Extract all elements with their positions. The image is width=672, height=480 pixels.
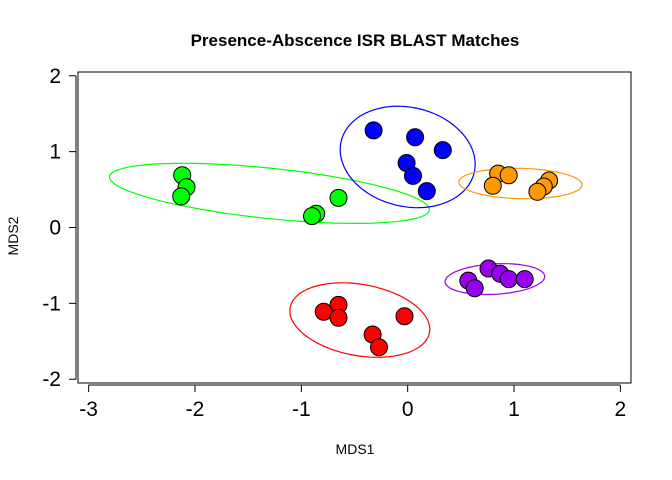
- data-point-group2-1: [364, 121, 383, 140]
- x-axis: -3 -2 -1 0 1 2: [79, 384, 627, 421]
- x-tick-label: -1: [292, 398, 311, 421]
- y-axis: -2 -1 0 1 2: [42, 65, 77, 391]
- x-tick-label: 0: [402, 398, 414, 421]
- group-ellipse-1: [108, 162, 430, 224]
- y-tick-label: 0: [49, 217, 61, 240]
- data-point-group2-5: [404, 166, 422, 185]
- data-point-group1-4: [329, 188, 348, 207]
- y-tick-label: 1: [49, 141, 61, 164]
- data-point-group3-3: [483, 176, 502, 195]
- group-ellipse-2: [339, 105, 476, 209]
- group-ellipse-5: [289, 282, 431, 358]
- y-tick-label: 2: [49, 65, 61, 88]
- data-point-group2-6: [417, 182, 436, 201]
- x-axis-label: MDS1: [335, 441, 375, 457]
- data-point-group4-4: [515, 270, 534, 289]
- data-point-group1-6: [303, 207, 321, 226]
- data-point-group5-3: [329, 308, 348, 327]
- plot-frame: [77, 71, 632, 384]
- data-point-group5-4: [395, 307, 414, 326]
- x-tick-label: 2: [615, 398, 627, 421]
- x-tick-label: -3: [79, 398, 98, 421]
- data-point-group3-2: [499, 166, 518, 185]
- x-tick-label: -2: [186, 398, 205, 421]
- x-tick-label: 1: [508, 398, 520, 421]
- chart-title: Presence-Abscence ISR BLAST Matches: [190, 31, 520, 50]
- data-point-group5-6: [370, 338, 388, 357]
- data-point-group1-3: [172, 187, 191, 206]
- group-ellipse-4: [444, 263, 546, 296]
- data-point-group4-6: [465, 279, 484, 298]
- group-ellipse-3: [458, 167, 583, 200]
- data-point-group4-3: [499, 270, 518, 289]
- data-point-group2-3: [433, 141, 452, 160]
- points-layer: [172, 121, 559, 357]
- data-point-group2-2: [406, 128, 425, 147]
- y-tick-label: -1: [42, 292, 61, 315]
- ellipses-layer: [108, 105, 583, 358]
- data-point-group3-6: [528, 182, 547, 201]
- y-tick-label: -2: [42, 368, 61, 391]
